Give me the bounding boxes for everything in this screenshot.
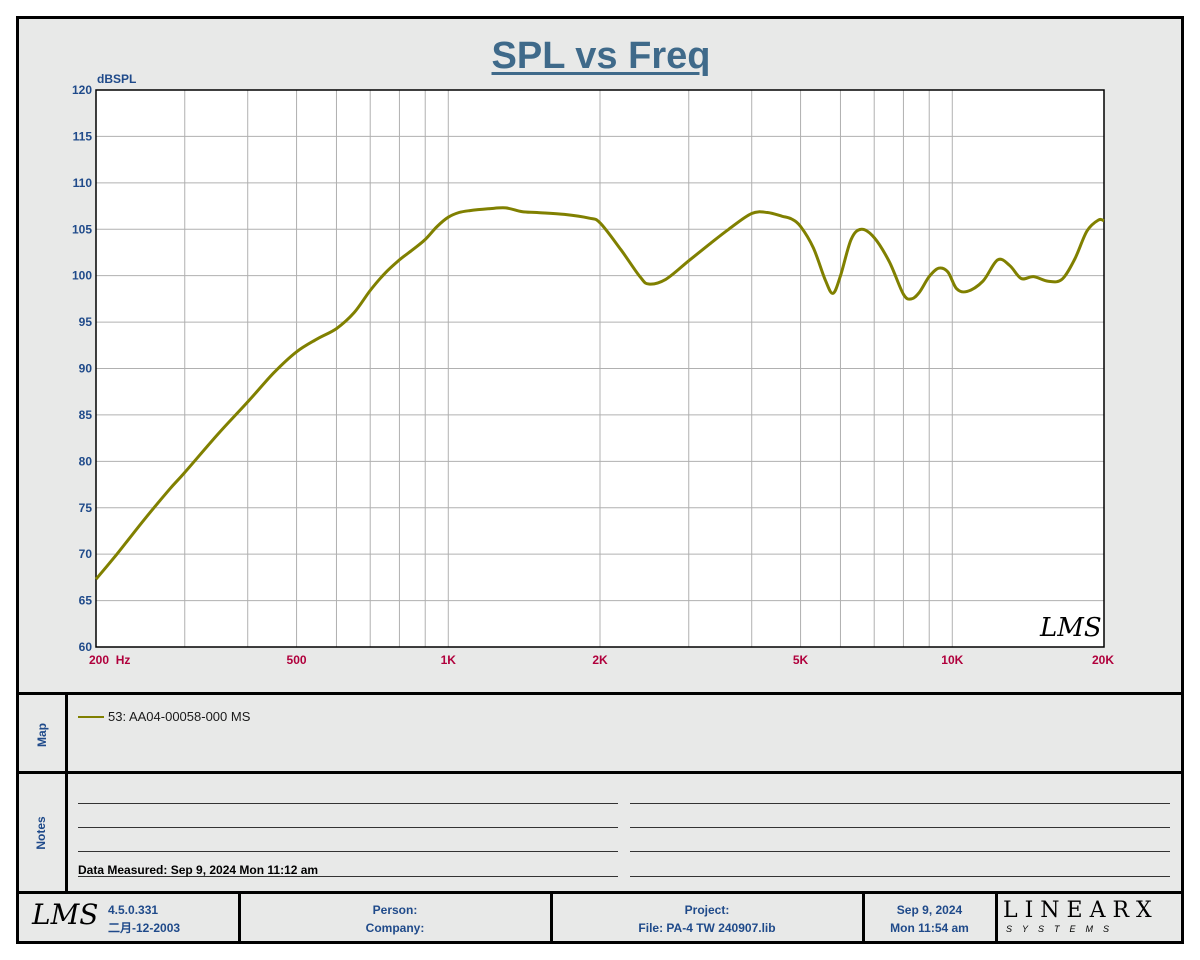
- x-tick-label: 2K: [592, 653, 608, 667]
- footer-divider: [862, 892, 865, 942]
- note-line: [630, 827, 1170, 828]
- note-line: [630, 876, 1170, 877]
- y-tick-label: 75: [79, 501, 93, 515]
- timestamp: Sep 9, 2024 Mon 11:54 am: [864, 901, 995, 937]
- y-tick-label: 90: [79, 362, 93, 376]
- y-tick-label: 115: [73, 129, 93, 143]
- y-tick-label: 80: [79, 454, 93, 468]
- divider-side-column: [65, 692, 68, 894]
- divider-chart-map: [16, 692, 1184, 695]
- note-line: [630, 851, 1170, 852]
- x-tick-label: 1K: [441, 653, 457, 667]
- y-tick-label: 70: [79, 547, 93, 561]
- note-line: [78, 827, 618, 828]
- x-tick-label: 20K: [1092, 653, 1114, 667]
- note-line: [630, 803, 1170, 804]
- series-line: [94, 206, 1105, 581]
- lms-logo: LMS: [32, 898, 99, 931]
- legend-swatch: [78, 716, 104, 718]
- y-tick-label: 105: [72, 222, 92, 236]
- footer-divider: [550, 892, 553, 942]
- x-tick-labels: 200 Hz 500 1K 2K 5K 10K 20K: [89, 653, 1114, 667]
- y-tick-label: 120: [72, 83, 92, 97]
- divider-map-notes: [16, 771, 1184, 774]
- x-tick-label: 500: [287, 653, 307, 667]
- legend-entry: 53: AA04-00058-000 MS: [108, 709, 251, 724]
- y-tick-labels: 60 65 70 75 80 85 90 95 100 105 110 115 120: [72, 83, 92, 654]
- version-info: 4.5.0.331 二月-12-2003: [108, 901, 180, 937]
- x-tick-label: 200 Hz: [89, 653, 130, 667]
- notes-label: Notes: [34, 816, 48, 850]
- divider-notes-footer: [16, 891, 1184, 894]
- footer-divider: [995, 892, 998, 942]
- spl-chart: 60 65 70 75 80 85 90 95 100 105 110 115 120 200 Hz 50…: [72, 72, 1114, 667]
- x-tick-label: 5K: [793, 653, 809, 667]
- y-tick-label: 85: [79, 408, 93, 422]
- person-label: Person:: [372, 903, 418, 917]
- footer-divider: [238, 892, 241, 942]
- lms-watermark: LMS: [1039, 613, 1102, 643]
- note-line: [78, 876, 618, 877]
- file-label: File: PA-4 TW 240907.lib: [638, 921, 776, 935]
- version-number: 4.5.0.331: [108, 903, 159, 917]
- y-tick-label: 110: [73, 176, 93, 190]
- person-company: Person: Company:: [240, 901, 550, 937]
- linearx-logo: LINEARX: [1003, 898, 1159, 923]
- note-line: [78, 803, 618, 804]
- map-label: Map: [35, 723, 49, 747]
- y-tick-label: 60: [79, 640, 93, 654]
- data-measured-text: Data Measured: Sep 9, 2024 Mon 11:12 am: [78, 863, 319, 877]
- chart-title: SPL vs Freq: [491, 35, 711, 77]
- x-tick-label: 10K: [941, 653, 963, 667]
- chart-grid: [96, 89, 1104, 648]
- footer-date: Sep 9, 2024: [896, 903, 963, 917]
- note-line: [78, 851, 618, 852]
- version-date: 二月-12-2003: [108, 921, 181, 935]
- footer-time: Mon 11:54 am: [890, 921, 969, 935]
- linearx-subtitle: SYSTEMS: [1006, 924, 1120, 934]
- company-label: Company:: [365, 921, 425, 935]
- project-file: Project: File: PA-4 TW 240907.lib: [552, 901, 862, 937]
- project-label: Project:: [684, 903, 730, 917]
- y-tick-label: 95: [79, 315, 93, 329]
- y-axis-label: dBSPL: [97, 72, 136, 86]
- y-tick-label: 100: [72, 269, 92, 283]
- y-tick-label: 65: [79, 594, 93, 608]
- plot-border: [95, 89, 1105, 648]
